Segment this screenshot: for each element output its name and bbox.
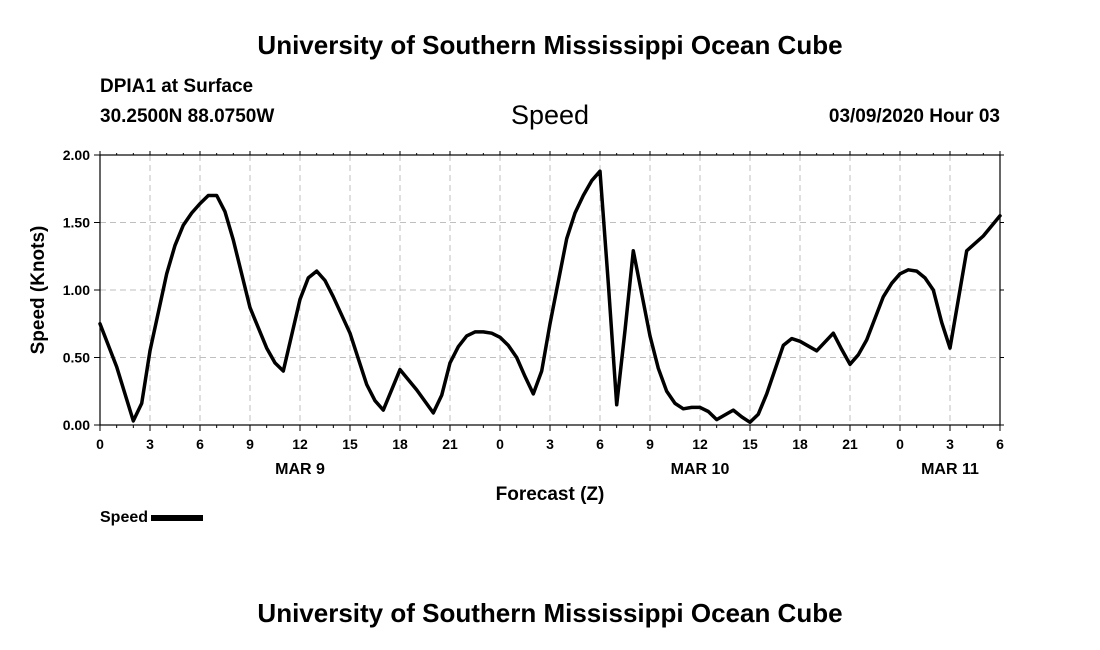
x-tick-label: 18 <box>392 436 408 452</box>
y-tick-label: 1.00 <box>63 282 90 298</box>
date-label: MAR 10 <box>671 461 730 478</box>
y-tick-label: 1.50 <box>63 215 90 231</box>
date-label: MAR 9 <box>275 461 325 478</box>
x-tick-label: 6 <box>996 436 1004 452</box>
page-title-top: University of Southern Mississippi Ocean… <box>257 30 843 60</box>
x-tick-label: 15 <box>342 436 358 452</box>
station-label: DPIA1 at Surface <box>100 76 254 97</box>
x-axis-title: Forecast (Z) <box>496 484 605 505</box>
y-tick-label: 0.00 <box>63 417 90 433</box>
legend-label: Speed <box>100 509 149 526</box>
legend: Speed <box>100 509 204 527</box>
y-tick-label: 2.00 <box>63 147 90 163</box>
legend-swatch <box>151 515 204 521</box>
x-tick-label: 9 <box>646 436 654 452</box>
timestamp-label: 03/09/2020 Hour 03 <box>828 106 1000 127</box>
coordinates-label: 30.2500N 88.0750W <box>100 106 275 127</box>
y-axis-title: Speed (Knots) <box>28 226 49 355</box>
x-tick-label: 12 <box>292 436 308 452</box>
x-tick-label: 3 <box>546 436 554 452</box>
x-tick-label: 18 <box>792 436 808 452</box>
x-tick-label: 21 <box>442 436 458 452</box>
x-tick-label: 21 <box>842 436 858 452</box>
x-tick-label: 0 <box>896 436 904 452</box>
x-tick-label: 15 <box>742 436 758 452</box>
speed-series-line <box>98 169 1002 425</box>
chart-title: Speed <box>510 100 590 130</box>
x-tick-label: 6 <box>596 436 604 452</box>
x-tick-label: 0 <box>496 436 504 452</box>
x-tick-label: 0 <box>96 436 104 452</box>
x-tick-label: 9 <box>246 436 254 452</box>
x-tick-label: 3 <box>146 436 154 452</box>
x-tick-label: 3 <box>946 436 954 452</box>
date-label: MAR 11 <box>921 461 979 478</box>
page-title-bottom: University of Southern Mississippi Ocean… <box>257 598 843 628</box>
x-tick-label: 6 <box>196 436 204 452</box>
x-tick-label: 12 <box>692 436 708 452</box>
y-tick-label: 0.50 <box>63 350 90 366</box>
